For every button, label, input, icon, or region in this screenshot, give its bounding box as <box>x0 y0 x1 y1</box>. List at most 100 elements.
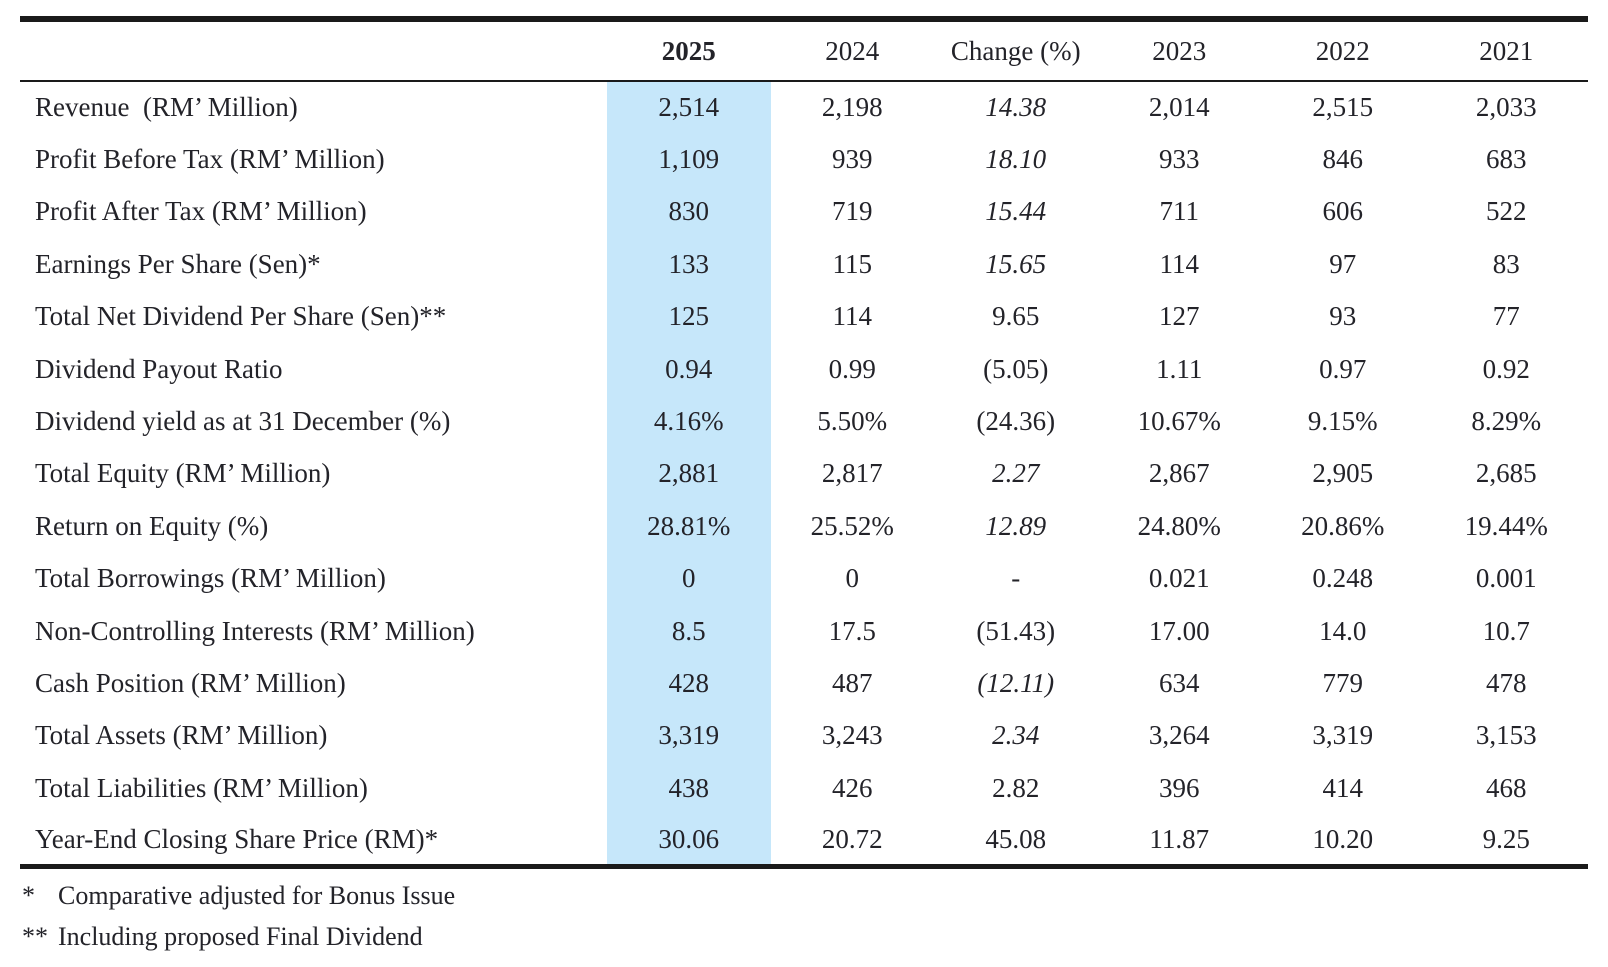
cell-2024: 5.50% <box>817 406 888 437</box>
table-row: Year-End Closing Share Price (RM)* 30.06 2… <box>20 814 1588 867</box>
table-row: Return on Equity (%) 28.81% 25.52% 12.89 24.… <box>20 500 1588 553</box>
cell-2021: 3,153 <box>1475 720 1537 751</box>
table-body: Revenue (RM’ Million) 2,514 2,198 14.38 2,01… <box>20 81 1588 867</box>
table-row: Cash Position (RM’ Million) 428 487 (12.11)… <box>20 657 1588 710</box>
cell-2021: 2,685 <box>1475 458 1537 489</box>
footnote-text: Comparative adjusted for Bonus Issue <box>58 881 456 911</box>
cell-2025: 438 <box>607 762 771 815</box>
cell-2021: 683 <box>1486 144 1527 175</box>
cell-2021: 9.25 <box>1482 823 1530 854</box>
cell-2023: 396 <box>1159 772 1200 803</box>
cell-change-percent: (24.36) <box>976 406 1056 437</box>
cell-change-percent: 2.82 <box>992 772 1040 803</box>
cell-2023: 2,867 <box>1148 458 1210 489</box>
cell-2023: 711 <box>1159 196 1200 227</box>
cell-2025: 4.16% <box>607 395 771 448</box>
footnote-marker: ** <box>22 922 48 952</box>
cell-2022: 0.248 <box>1312 563 1374 594</box>
cell-2022: 0.97 <box>1319 353 1367 384</box>
table-row: Dividend yield as at 31 December (%) 4.16… <box>20 395 1588 448</box>
footnote-marker: * <box>22 881 35 911</box>
cell-2024: 426 <box>832 772 873 803</box>
cell-2021: 522 <box>1486 196 1527 227</box>
cell-2025: 28.81% <box>607 500 771 553</box>
financial-highlights-table: 2025 2024 Change (%) 2023 2022 2021 Reve… <box>20 16 1588 870</box>
cell-2021: 468 <box>1486 772 1527 803</box>
cell-2024: 115 <box>832 248 873 279</box>
cell-2025: 0 <box>607 552 771 605</box>
cell-2023: 1.11 <box>1156 353 1203 384</box>
cell-2022: 606 <box>1322 196 1364 227</box>
cell-2021: 83 <box>1492 248 1520 279</box>
table-row: Non-Controlling Interests (RM’ Million) 8… <box>20 604 1588 658</box>
cell-2022: 779 <box>1322 667 1364 698</box>
footnote-final-dividend: ** Including proposed Final Dividend <box>22 922 1588 952</box>
cell-change-percent: 2.27 <box>992 458 1040 489</box>
cell-change-percent: 14.38 <box>985 92 1047 123</box>
cell-2025: 830 <box>607 185 771 239</box>
cell-2024: 17.5 <box>828 615 876 646</box>
cell-2021: 10.7 <box>1482 615 1530 646</box>
cell-change-percent: 45.08 <box>985 823 1047 854</box>
cell-change-percent: 9.65 <box>992 301 1040 332</box>
cell-2022: 9.15% <box>1307 406 1378 437</box>
cell-2024: 20.72 <box>821 823 883 854</box>
cell-change-percent: 15.65 <box>985 248 1047 279</box>
cell-change-percent: (5.05) <box>983 353 1049 384</box>
cell-2023: 634 <box>1159 667 1200 698</box>
row-label: Earnings Per Share (Sen)* <box>35 248 321 279</box>
cell-2025: 428 <box>607 657 771 710</box>
cell-2024: 719 <box>832 196 873 227</box>
table-row: Total Liabilities (RM’ Million) 438 426 2.8… <box>20 762 1588 815</box>
cell-2021: 2,033 <box>1475 92 1537 123</box>
table-row: Total Equity (RM’ Million) 2,881 2,817 2.27… <box>20 447 1588 501</box>
cell-2025: 0.94 <box>607 342 771 396</box>
row-label: Profit After Tax (RM’ Million) <box>35 196 367 227</box>
cell-2024: 0.99 <box>828 353 876 384</box>
cell-2022: 14.0 <box>1319 615 1367 646</box>
cell-change-percent: 15.44 <box>985 196 1047 227</box>
cell-2024: 0 <box>845 563 860 594</box>
table-row: Total Assets (RM’ Million) 3,319 3,243 2.34… <box>20 709 1588 763</box>
cell-change-percent: 18.10 <box>985 144 1047 175</box>
cell-2025: 1,109 <box>607 133 771 186</box>
header-metric <box>20 19 607 82</box>
cell-2025: 133 <box>607 238 771 291</box>
cell-2024: 2,198 <box>821 92 883 123</box>
cell-change-percent: - <box>1011 563 1021 594</box>
header-year-2021: 2021 <box>1424 19 1588 82</box>
cell-2025: 8.5 <box>607 604 771 658</box>
table-row: Total Net Dividend Per Share (Sen)** 125 1… <box>20 290 1588 343</box>
cell-change-percent: (51.43) <box>976 615 1056 646</box>
cell-2021: 0.92 <box>1482 353 1530 384</box>
row-label: Total Borrowings (RM’ Million) <box>35 563 386 594</box>
table-row: Dividend Payout Ratio 0.94 0.99 (5.05) 1.11 0… <box>20 342 1588 396</box>
header-row: 2025 2024 Change (%) 2023 2022 2021 <box>20 19 1588 82</box>
row-label: Total Liabilities (RM’ Million) <box>35 772 368 803</box>
cell-2022: 3,319 <box>1312 720 1374 751</box>
cell-2021: 8.29% <box>1471 406 1542 437</box>
cell-2022: 20.86% <box>1301 510 1385 541</box>
table-row: Profit After Tax (RM’ Million) 830 719 15.4… <box>20 185 1588 239</box>
table-row: Earnings Per Share (Sen)* 133 115 15.65 114 9… <box>20 238 1588 291</box>
cell-2021: 77 <box>1492 301 1520 332</box>
cell-2022: 846 <box>1322 144 1364 175</box>
cell-2023: 114 <box>1159 248 1200 279</box>
header-change-percent: Change (%) <box>934 19 1098 82</box>
row-label: Year-End Closing Share Price (RM)* <box>35 823 439 854</box>
cell-2023: 10.67% <box>1137 406 1221 437</box>
table-row: Revenue (RM’ Million) 2,514 2,198 14.38 2,01… <box>20 81 1588 134</box>
cell-2024: 25.52% <box>810 510 894 541</box>
cell-change-percent: 2.34 <box>992 720 1040 751</box>
row-label: Non-Controlling Interests (RM’ Million) <box>35 615 475 646</box>
cell-2023: 933 <box>1159 144 1200 175</box>
cell-change-percent: 12.89 <box>985 510 1047 541</box>
cell-2023: 24.80% <box>1137 510 1221 541</box>
cell-2022: 93 <box>1329 301 1357 332</box>
cell-2024: 2,817 <box>821 458 883 489</box>
footnote-bonus-issue: * Comparative adjusted for Bonus Issue <box>22 881 1588 911</box>
cell-2023: 11.87 <box>1149 823 1210 854</box>
cell-2025: 3,319 <box>607 709 771 763</box>
row-label: Total Net Dividend Per Share (Sen)** <box>35 301 447 332</box>
